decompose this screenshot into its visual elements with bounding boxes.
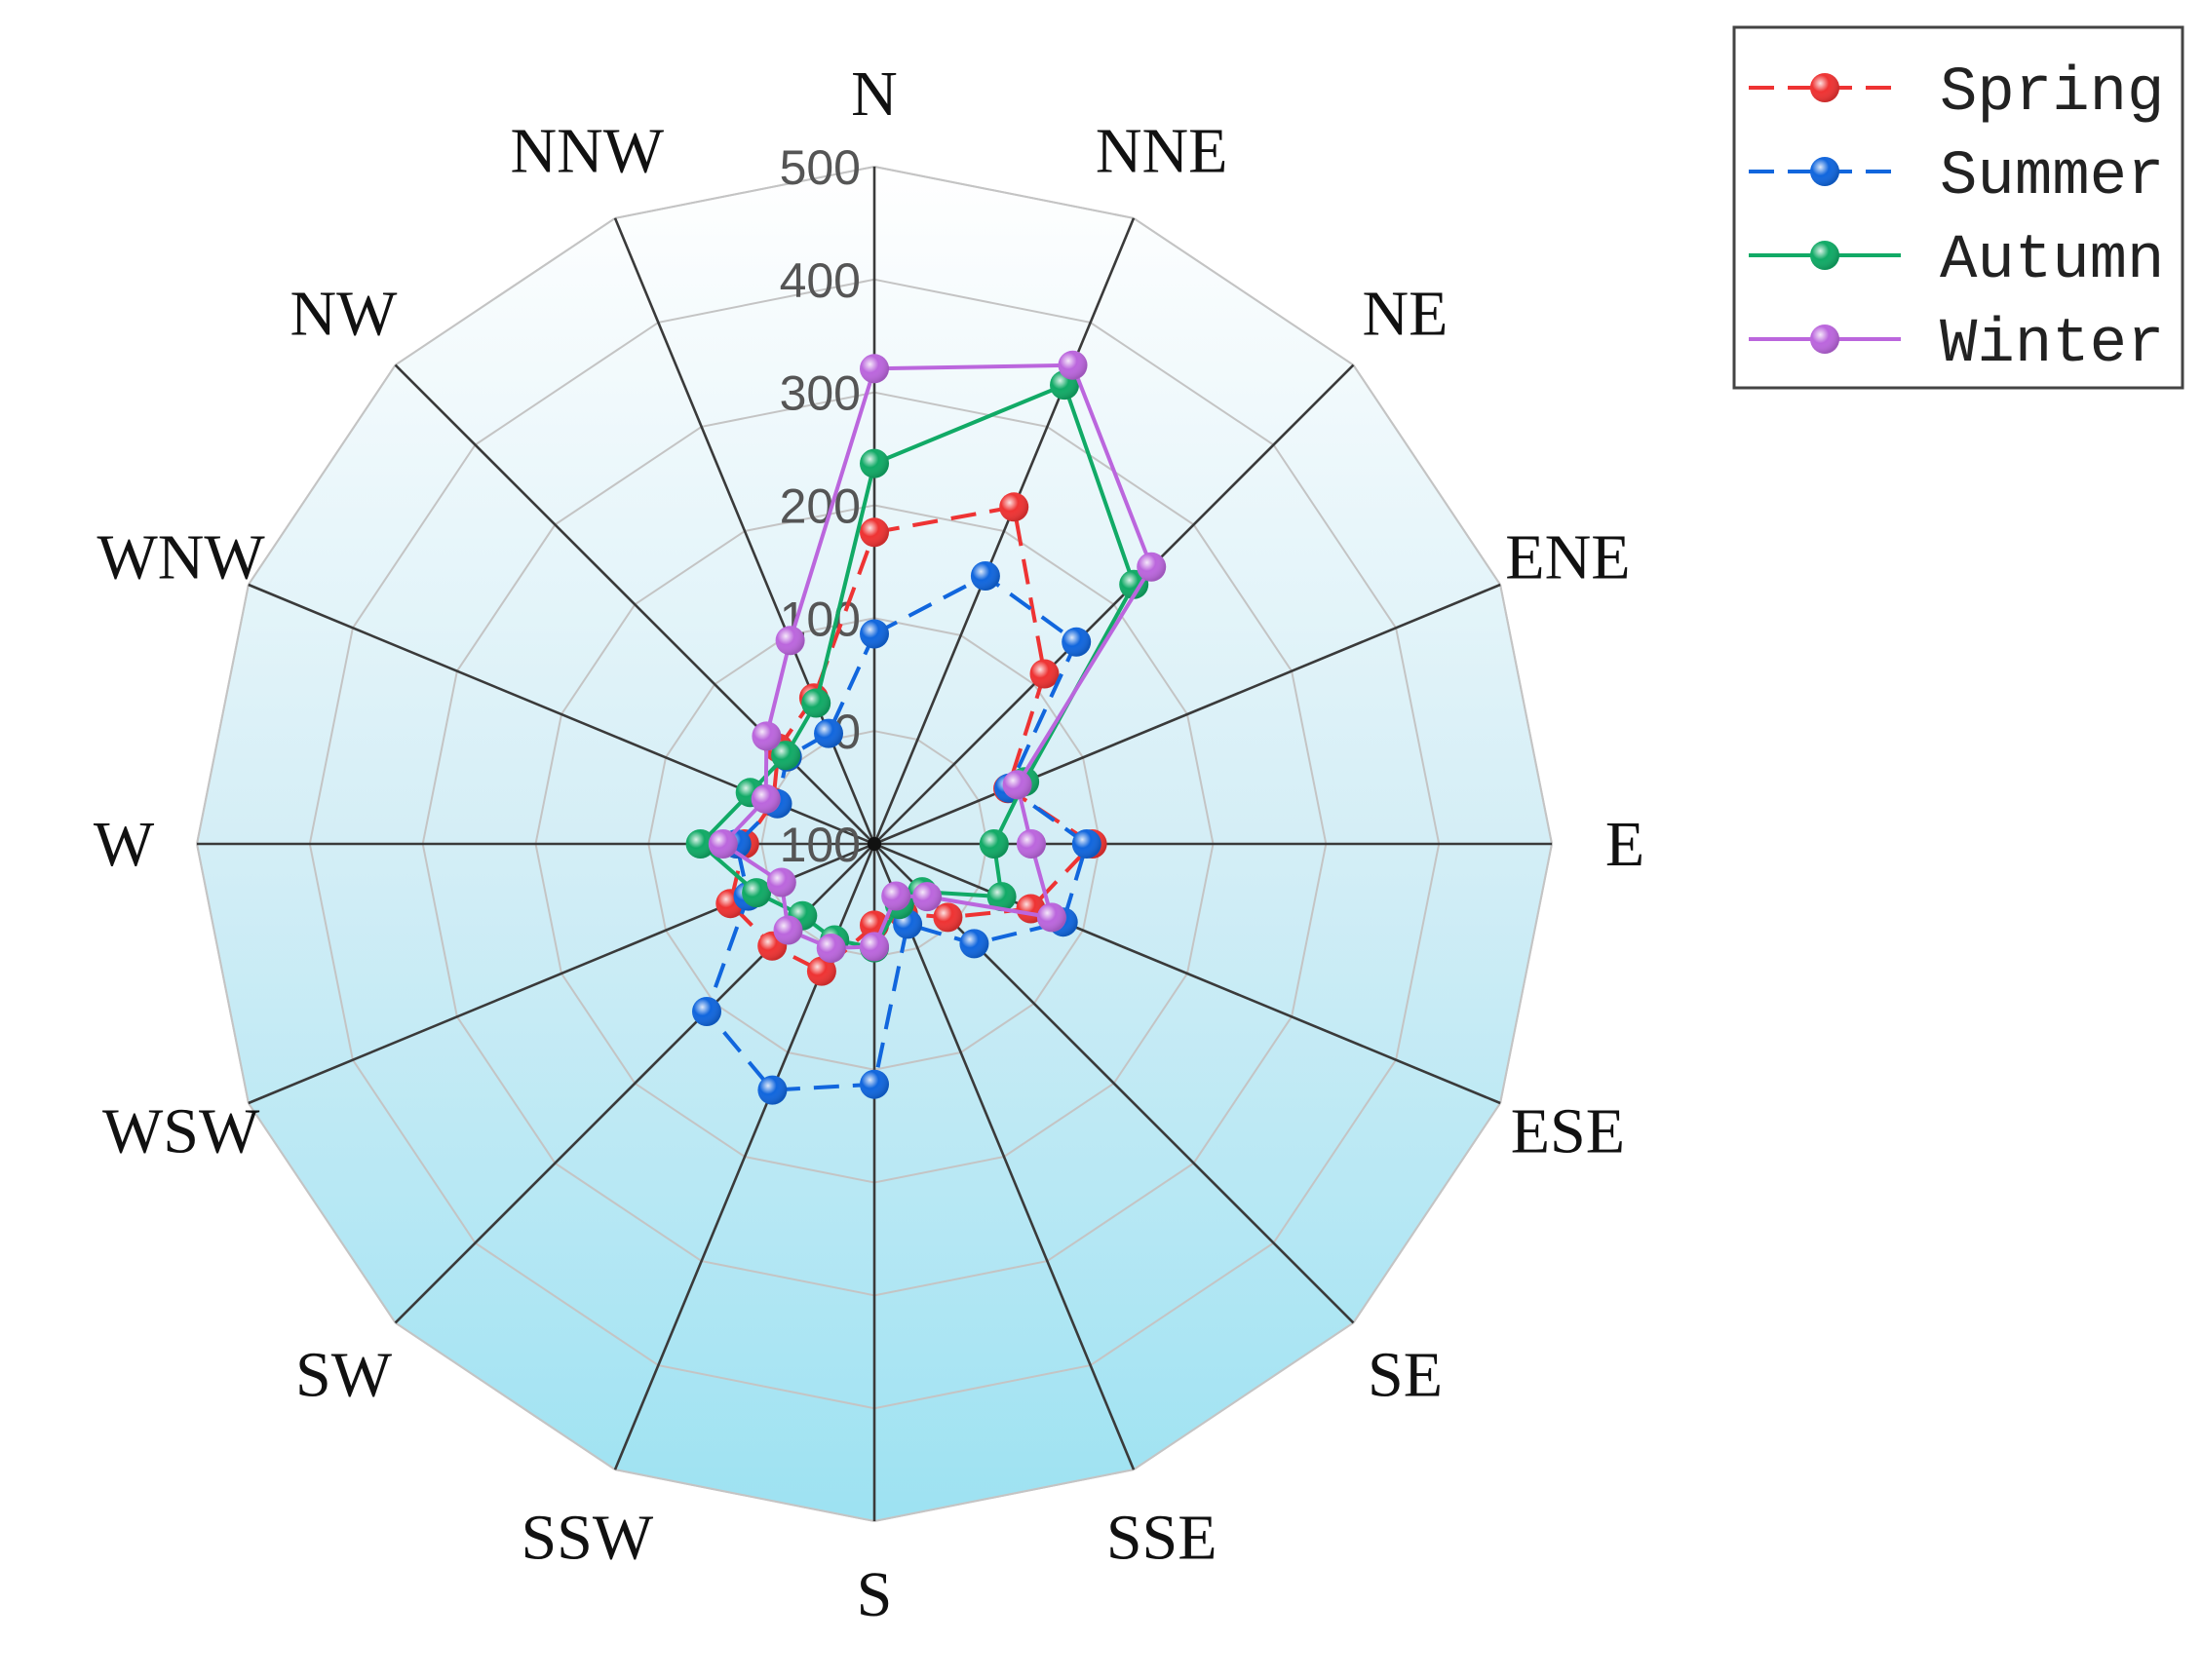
data-point-shine [860, 1069, 889, 1099]
spoke-ne [873, 363, 1355, 845]
direction-label-se: SE [1368, 1340, 1443, 1411]
data-point-shine [773, 915, 803, 945]
direction-label-s: S [857, 1559, 893, 1630]
direction-label-w: W [94, 809, 155, 880]
data-point-shine [860, 932, 889, 962]
data-point-shine [685, 829, 715, 859]
radial-tick-label: 500 [780, 140, 861, 195]
data-point-shine [860, 619, 889, 649]
spoke-ene [873, 583, 1501, 846]
data-point-shine [1071, 829, 1101, 859]
direction-label-wnw: WNW [97, 521, 265, 592]
radial-tick-label: 100 [780, 818, 861, 872]
direction-label-ese: ESE [1511, 1096, 1625, 1167]
data-point-shine [1137, 552, 1167, 582]
spoke-sse [872, 843, 1136, 1470]
data-point-shine [708, 829, 738, 859]
radial-tick-label: 400 [780, 253, 861, 308]
data-point-shine [933, 902, 963, 933]
data-point-shine [999, 492, 1029, 522]
series-layer [685, 350, 1167, 1105]
data-point-shine [1036, 902, 1066, 933]
data-point-shine [766, 867, 796, 897]
direction-label-nne: NNE [1096, 116, 1228, 187]
data-point-shine [979, 829, 1009, 859]
legend-label-winter: Winter [1940, 310, 2164, 380]
legend: Spring Summer Autumn Winter [1732, 25, 2184, 390]
data-point-shine [775, 626, 805, 656]
data-point-shine [816, 934, 846, 963]
direction-labels: N NNE NE ENE E ESE SE SSE S SSW SW WSW W WNW NW NNW [94, 58, 1644, 1630]
direction-label-n: N [851, 58, 898, 130]
legend-label-spring: Spring [1940, 58, 2164, 129]
data-point-shine [912, 882, 943, 912]
data-point-shine [881, 881, 911, 911]
direction-label-e: E [1605, 809, 1644, 880]
data-point-shine [1058, 350, 1088, 380]
legend-marker-shine [1810, 157, 1839, 186]
spoke-ese [873, 842, 1501, 1105]
data-point-shine [692, 997, 721, 1026]
direction-label-ssw: SSW [521, 1502, 653, 1573]
direction-label-ne: NE [1363, 279, 1449, 350]
series-winter [708, 350, 1167, 963]
radial-tick-label: 200 [780, 479, 861, 534]
data-point-shine [751, 783, 781, 814]
data-point-shine [860, 354, 889, 384]
data-point-shine [1002, 770, 1032, 800]
data-point-shine [752, 721, 782, 751]
direction-label-nnw: NNW [510, 116, 664, 187]
data-point-shine [742, 878, 772, 908]
center-point [868, 837, 881, 851]
data-point-shine [801, 688, 831, 718]
direction-label-wsw: WSW [102, 1096, 260, 1167]
spoke-nne [872, 217, 1136, 845]
data-point-shine [959, 929, 989, 959]
data-point-shine [860, 448, 889, 478]
legend-label-autumn: Autumn [1940, 226, 2164, 296]
data-point-shine [771, 741, 801, 771]
radial-tick-label: 300 [780, 366, 861, 421]
legend-label-summer: Summer [1940, 142, 2164, 212]
direction-label-nw: NW [290, 279, 399, 350]
data-point-shine [1062, 627, 1092, 657]
data-point-shine [757, 1075, 788, 1105]
data-point-shine [814, 718, 843, 748]
data-point-shine [860, 517, 889, 548]
data-point-shine [970, 561, 1000, 591]
direction-label-sse: SSE [1106, 1502, 1217, 1573]
direction-label-sw: SW [295, 1340, 393, 1411]
legend-marker-shine [1810, 241, 1839, 270]
legend-marker-shine [1810, 73, 1839, 102]
direction-label-ene: ENE [1505, 521, 1630, 592]
data-point-shine [1029, 659, 1060, 689]
data-point-shine [806, 956, 836, 986]
data-point-shine [1017, 829, 1046, 859]
legend-marker-shine [1810, 325, 1839, 354]
data-point-shine [986, 882, 1017, 912]
